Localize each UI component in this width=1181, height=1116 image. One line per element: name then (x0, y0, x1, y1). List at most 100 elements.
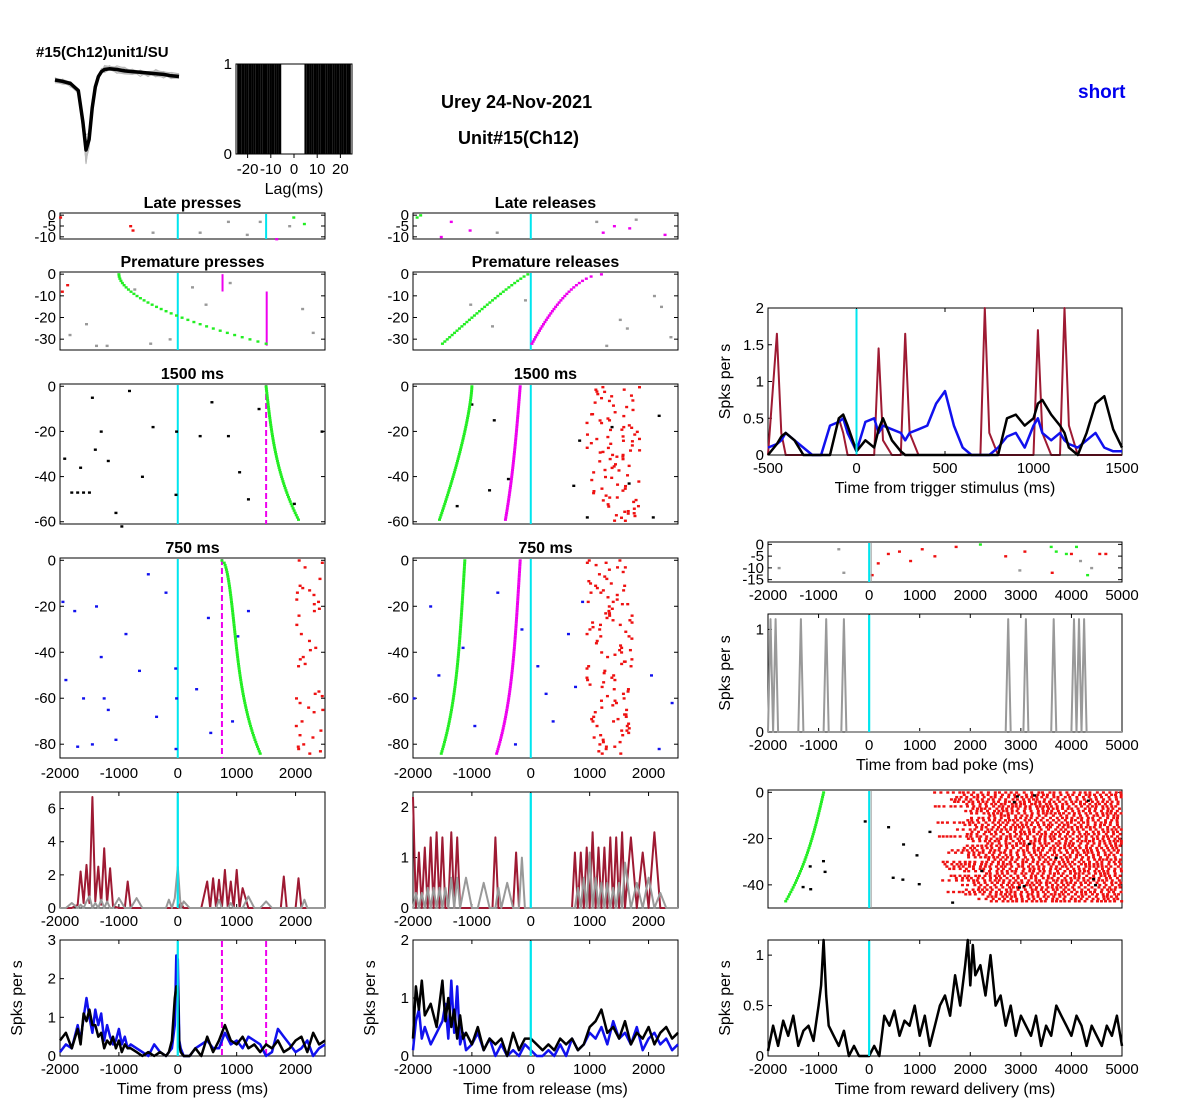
reward-mark (1058, 832, 1062, 836)
spike-mark (174, 493, 178, 497)
reward-mark (1061, 893, 1065, 896)
reward-mark (1037, 814, 1041, 817)
event-mark (507, 694, 511, 698)
reward-mark (1079, 858, 1083, 861)
reward-mark (1105, 812, 1109, 815)
reward-mark (1036, 807, 1040, 810)
event-mark (444, 736, 448, 739)
reward-mark (1080, 893, 1084, 896)
reward-mark (1001, 856, 1005, 859)
reward-mark (604, 747, 608, 751)
reward-mark (1065, 832, 1069, 836)
event-mark (446, 493, 450, 497)
reward-mark (1084, 800, 1088, 803)
reward-mark (1025, 844, 1029, 847)
reward-mark (1107, 890, 1111, 894)
event-mark (225, 570, 229, 574)
event-mark (511, 662, 515, 666)
reward-mark (993, 879, 997, 882)
reward-mark (1057, 819, 1061, 822)
event-mark (512, 457, 516, 460)
event-mark (795, 879, 799, 882)
reward-mark (1076, 839, 1080, 843)
reward-mark (1024, 883, 1028, 887)
reward-mark (977, 886, 981, 889)
reward-mark (1056, 826, 1060, 829)
reward-mark (1061, 802, 1065, 806)
event-mark (236, 660, 240, 663)
reward-mark (1039, 853, 1043, 857)
spike-mark (455, 504, 459, 508)
reward-mark (999, 814, 1003, 817)
reward-mark (1000, 872, 1004, 875)
reward-mark (1063, 895, 1067, 898)
reward-mark (1068, 869, 1072, 873)
event-mark (450, 333, 454, 337)
reward-mark (303, 662, 307, 666)
event-mark (522, 275, 526, 278)
event-mark (454, 466, 458, 469)
waveform-trace (54, 65, 180, 148)
spike-mark (651, 516, 655, 519)
event-mark (241, 690, 245, 693)
event-mark (462, 575, 466, 578)
x-tick-label: 10 (309, 161, 326, 178)
reward-mark (1022, 853, 1026, 857)
reward-mark (1018, 835, 1022, 838)
reward-mark (621, 570, 625, 574)
reward-mark (607, 605, 611, 608)
reward-mark (993, 816, 997, 820)
reward-mark (1116, 835, 1120, 838)
spike-mark (980, 869, 984, 873)
reward-mark (1077, 872, 1081, 875)
reward-mark (603, 390, 607, 394)
reward-mark (611, 404, 615, 407)
reward-mark (1043, 842, 1047, 845)
reward-mark (627, 464, 631, 468)
reward-mark (601, 450, 605, 454)
reward-mark (1082, 860, 1086, 864)
reward-mark (1119, 869, 1123, 873)
reward-mark (1058, 791, 1062, 794)
event-mark (514, 621, 518, 624)
reward-mark (1075, 835, 1079, 838)
reward-mark (1090, 886, 1094, 889)
reward-mark (961, 791, 965, 794)
reward-mark (1106, 830, 1110, 834)
reward-mark (993, 793, 997, 797)
event-mark (447, 722, 451, 725)
y-tick-label: 0 (401, 1048, 409, 1065)
reward-mark (585, 446, 589, 449)
event-mark (267, 410, 271, 413)
x-tick-label: 3000 (1004, 587, 1037, 604)
event-mark (275, 457, 279, 460)
event-mark (796, 876, 800, 880)
reward-mark (977, 816, 981, 820)
reward-mark (970, 830, 974, 834)
reward-mark (1084, 830, 1088, 834)
reward-mark (945, 821, 949, 824)
reward-mark (1022, 874, 1026, 878)
reward-mark (600, 396, 604, 400)
event-mark (517, 582, 521, 585)
plot-title: Premature presses (120, 254, 264, 271)
spike-mark (1079, 559, 1083, 563)
event-mark (276, 462, 280, 465)
reward-mark (1096, 853, 1100, 857)
reward-mark (1035, 798, 1039, 801)
spike-mark (82, 491, 86, 494)
reward-mark (605, 694, 609, 698)
event-mark (498, 740, 502, 744)
reward-mark (981, 793, 985, 797)
reward-mark (1097, 886, 1101, 889)
spike-mark (151, 231, 155, 234)
reward-mark (1050, 823, 1054, 827)
reward-mark (1065, 851, 1069, 854)
reward-mark (1064, 879, 1068, 882)
event-mark (799, 869, 803, 873)
reward-mark (953, 800, 957, 803)
event-mark (271, 434, 275, 438)
reward-mark (634, 498, 638, 502)
reward-mark (603, 669, 607, 673)
